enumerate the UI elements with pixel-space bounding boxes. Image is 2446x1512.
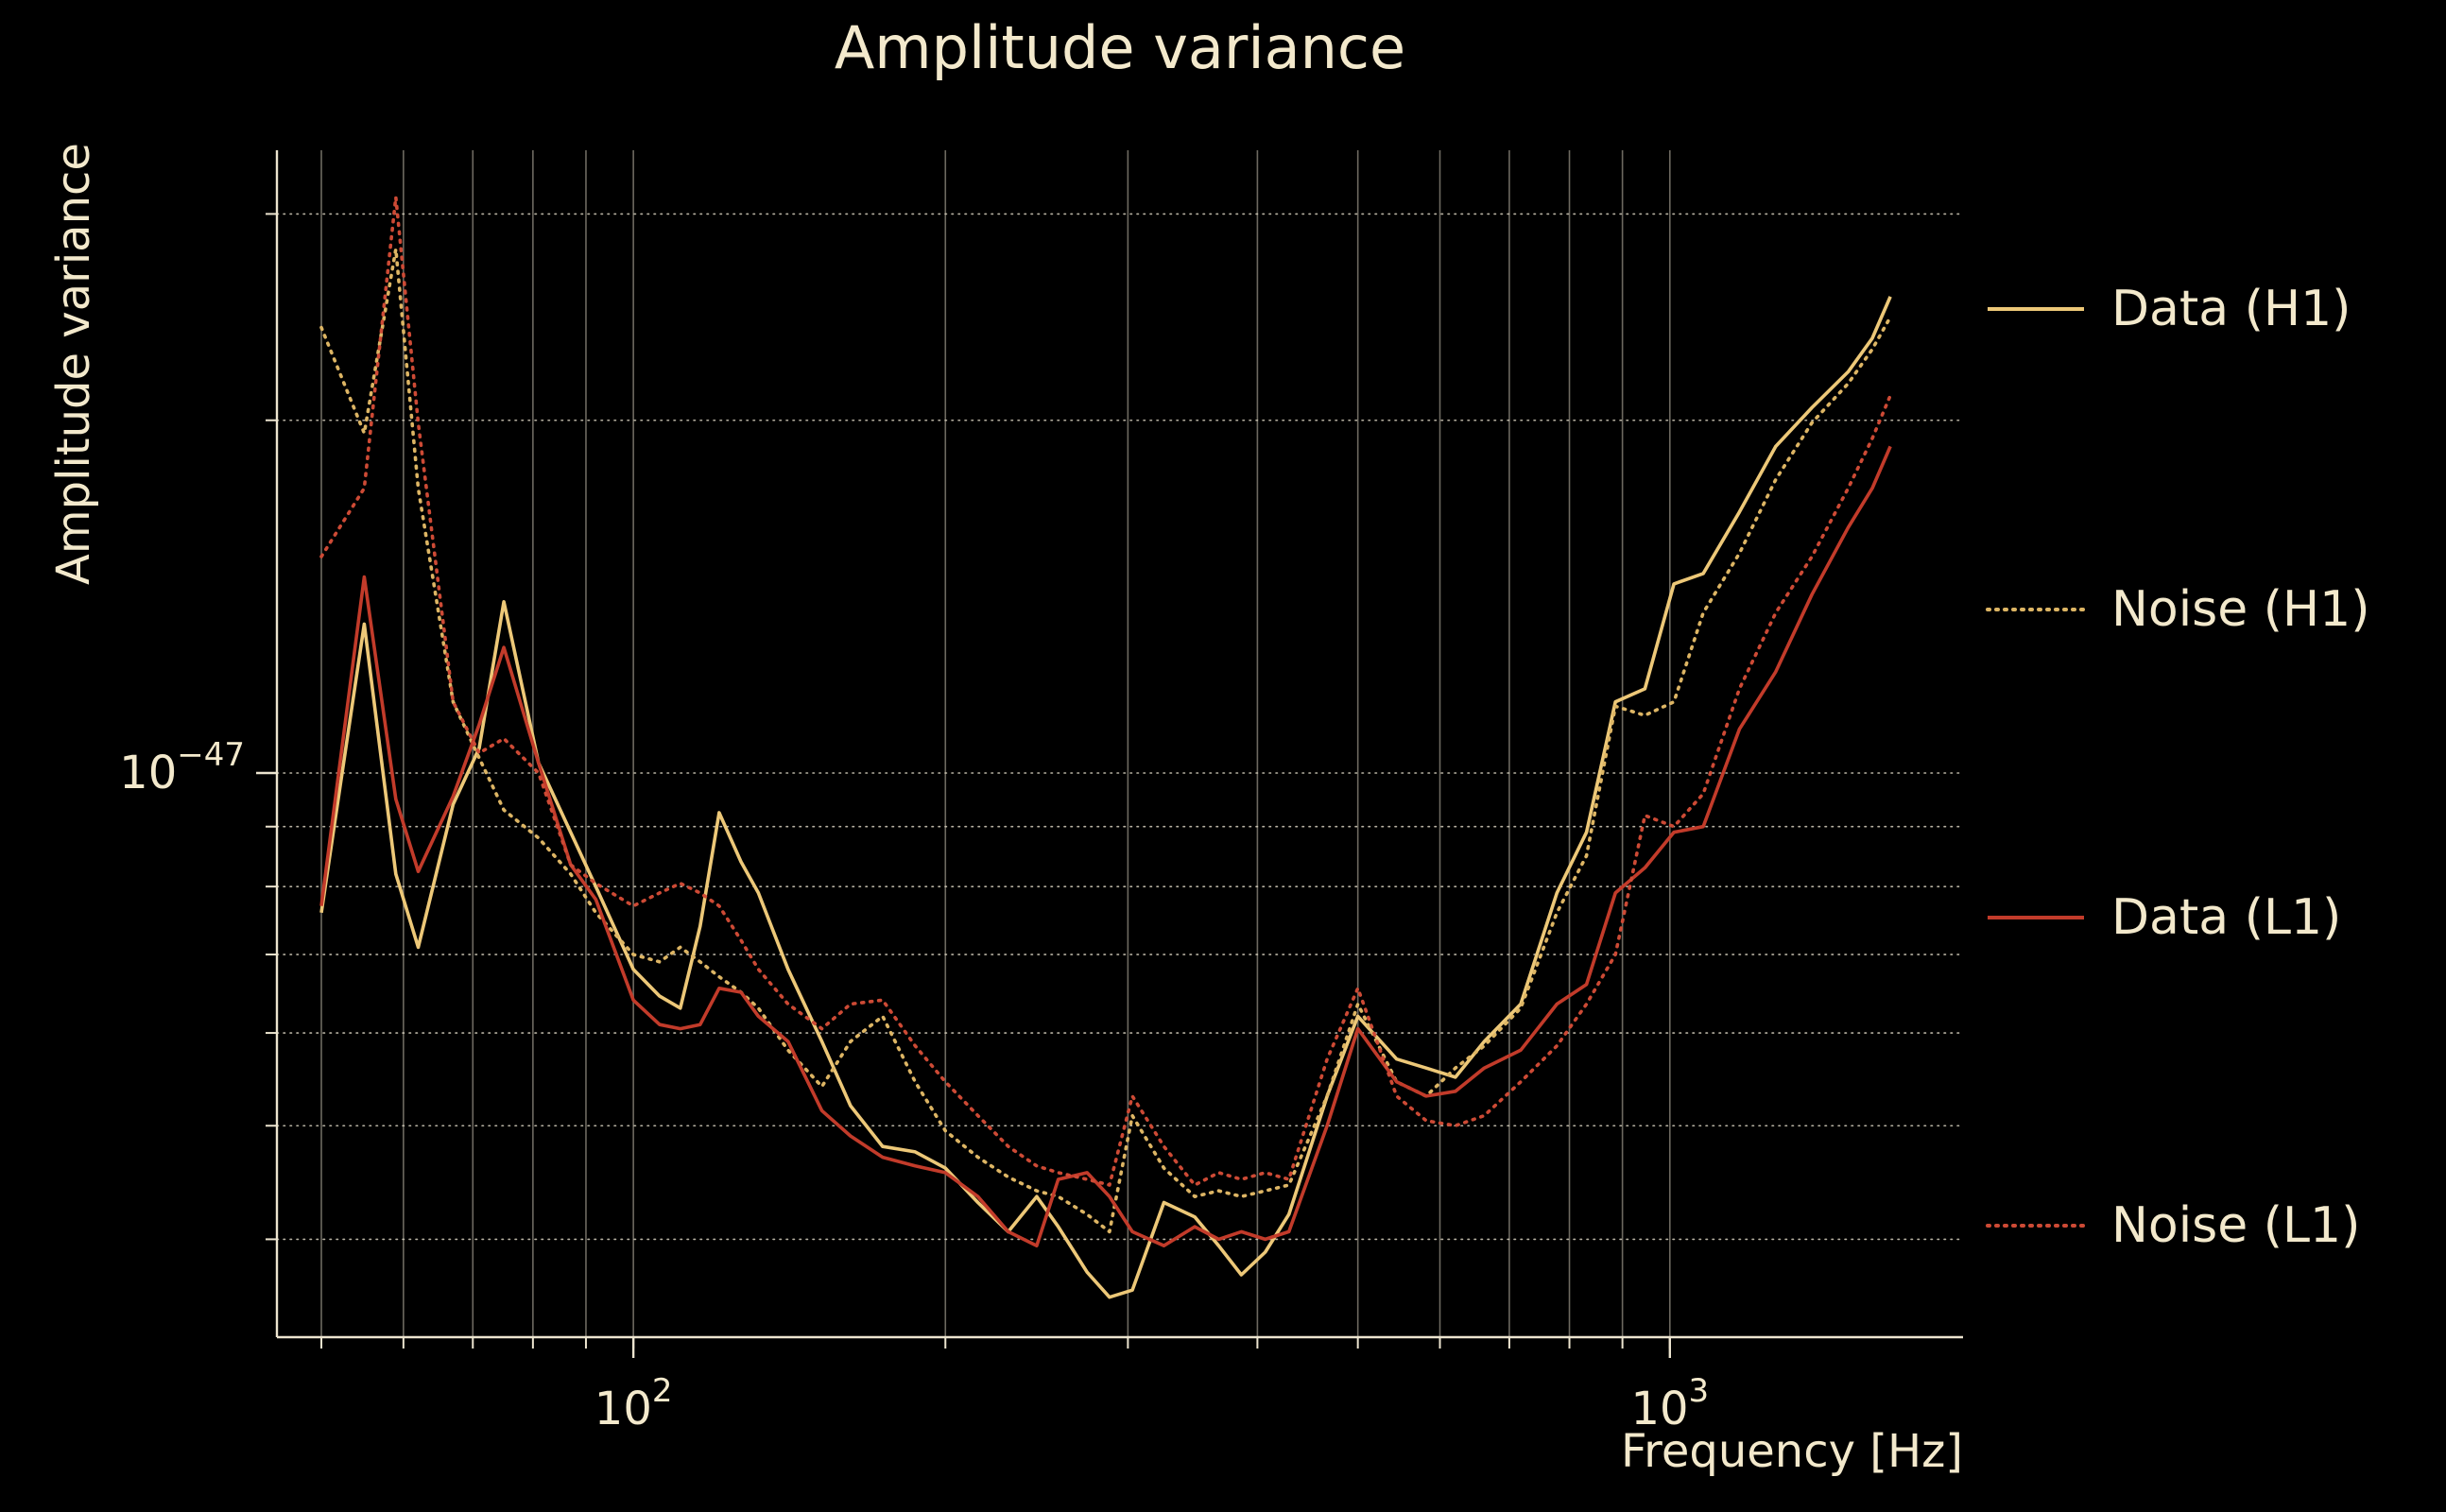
x-gridlines bbox=[320, 150, 1671, 1337]
x-tick-label: 102 bbox=[594, 1372, 673, 1435]
series-lines bbox=[319, 195, 1892, 1299]
tick-marks bbox=[256, 213, 1672, 1358]
series-noise-l1- bbox=[319, 195, 1892, 1187]
tick-labels: 102 103 10−47 bbox=[119, 736, 1709, 1435]
axes-spines bbox=[275, 150, 1963, 1339]
y-tick-label: 10−47 bbox=[119, 736, 245, 799]
series-noise-h1- bbox=[319, 247, 1892, 1234]
x-tick-label: 103 bbox=[1630, 1372, 1709, 1435]
chart-title: Amplitude variance bbox=[834, 13, 1406, 82]
x-axis-label-text: Frequency [Hz] bbox=[1621, 1425, 1963, 1478]
series-data-l1- bbox=[319, 445, 1892, 1247]
series-data-h1- bbox=[319, 296, 1892, 1299]
x-axis-label: Frequency [Hz] bbox=[0, 1425, 1963, 1478]
